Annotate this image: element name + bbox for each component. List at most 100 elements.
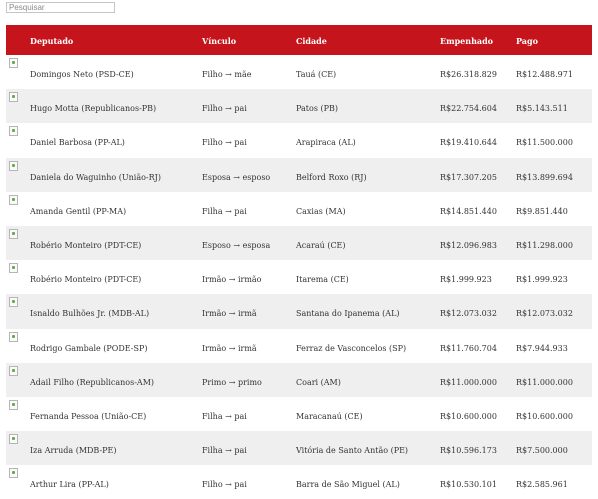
empenhado-cell: R$10.600.000: [440, 411, 497, 421]
pago-cell: R$1.999.923: [516, 275, 568, 285]
cidade-cell: Santana do Ipanema (AL): [296, 309, 400, 319]
broken-image-icon: [9, 160, 18, 171]
cidade-cell: Patos (PB): [296, 104, 338, 114]
table-row: Robério Monteiro (PDT-CE) Esposo → esposa…: [6, 225, 592, 261]
empenhado-cell: R$12.096.983: [440, 240, 497, 250]
table-row: Arthur Lira (PP-AL) Filho → pai Barra de S…: [6, 465, 592, 499]
empenhado-cell: R$19.410.644: [440, 138, 497, 148]
empenhado-cell: R$17.307.205: [440, 172, 497, 182]
header-vinculo[interactable]: Vínculo: [202, 36, 237, 46]
vinculo-cell: Filho → mãe: [202, 70, 252, 79]
pago-cell: R$2.585.961: [516, 480, 568, 490]
search-input[interactable]: Pesquisar: [6, 2, 115, 13]
cidade-cell: Arapiraca (AL): [296, 138, 356, 148]
empenhado-cell: R$10.530.101: [440, 480, 497, 490]
header-cidade[interactable]: Cidade: [296, 36, 327, 46]
broken-image-icon: [9, 365, 18, 376]
empenhado-cell: R$12.073.032: [440, 309, 497, 319]
broken-image-icon: [9, 92, 18, 103]
pago-cell: R$9.851.440: [516, 206, 568, 216]
table-row: Amanda Gentil (PP-MA) Filha → pai Caxias (…: [6, 192, 592, 226]
empenhado-cell: R$1.999.923: [440, 275, 492, 285]
table-row: Daniela do Waguinho (União-RJ) Esposa → e…: [6, 157, 592, 192]
pago-cell: R$11.298.000: [516, 240, 573, 250]
pago-cell: R$13.899.694: [516, 172, 573, 182]
table-row: Daniel Barbosa (PP-AL) Filho → pai Arapira…: [6, 123, 592, 157]
pago-cell: R$11.500.000: [516, 138, 573, 148]
header-empenhado[interactable]: Empenhado: [440, 36, 493, 46]
deputado-cell: Domingos Neto (PSD-CE): [30, 70, 134, 79]
empenhado-cell: R$11.000.000: [440, 377, 497, 387]
deputado-cell: Rodrigo Gambale (PODE-SP): [30, 343, 148, 353]
deputado-cell: Hugo Motta (Republicanos-PB): [30, 104, 157, 114]
broken-image-icon: [9, 228, 18, 239]
pago-cell: R$12.073.032: [516, 309, 573, 319]
table-row: Domingos Neto (PSD-CE) Filho → mãe Tauá (C…: [6, 55, 592, 89]
vinculo-cell: Esposo → esposa: [202, 240, 271, 250]
cidade-cell: Caxias (MA): [296, 206, 346, 216]
empenhado-cell: R$26.318.829: [440, 70, 497, 79]
vinculo-cell: Filha → pai: [202, 446, 247, 456]
vinculo-cell: Esposa → esposo: [202, 172, 271, 182]
deputado-cell: Fernanda Pessoa (União-CE): [30, 411, 147, 421]
deputado-cell: Robério Monteiro (PDT-CE): [30, 240, 142, 250]
broken-image-icon: [9, 297, 18, 308]
table-body: Domingos Neto (PSD-CE) Filho → mãe Tauá (C…: [6, 55, 592, 499]
vinculo-cell: Filho → pai: [202, 480, 247, 490]
vinculo-cell: Filha → pai: [202, 411, 247, 421]
header-deputado[interactable]: Deputado: [30, 36, 74, 46]
broken-image-icon: [9, 468, 18, 479]
broken-image-icon: [9, 263, 18, 274]
vinculo-cell: Filha → pai: [202, 206, 247, 216]
empenhado-cell: R$11.760.704: [440, 343, 497, 353]
table-row: Robério Monteiro (PDT-CE) Irmão → irmão It…: [6, 260, 592, 294]
broken-image-icon: [9, 126, 18, 137]
table-row: Hugo Motta (Republicanos-PB) Filho → pai P…: [6, 89, 592, 124]
vinculo-cell: Filho → pai: [202, 138, 247, 148]
vinculo-cell: Irmão → irmã: [202, 343, 257, 353]
deputado-cell: Daniel Barbosa (PP-AL): [30, 138, 125, 148]
deputado-cell: Amanda Gentil (PP-MA): [30, 206, 127, 216]
pago-cell: R$10.600.000: [516, 411, 573, 421]
table-row: Adail Filho (Republicanos-AM) Primo → pri…: [6, 362, 592, 397]
cidade-cell: Belford Roxo (RJ): [296, 172, 367, 182]
pago-cell: R$7.500.000: [516, 446, 568, 456]
table-header: Deputado Vínculo Cidade Empenhado Pago: [6, 25, 592, 55]
empenhado-cell: R$10.596.173: [440, 446, 497, 456]
pago-cell: R$5.143.511: [516, 104, 568, 114]
vinculo-cell: Filho → pai: [202, 104, 247, 114]
pago-cell: R$12.488.971: [516, 70, 573, 79]
broken-image-icon: [9, 331, 18, 342]
data-table: Deputado Vínculo Cidade Empenhado Pago D…: [6, 25, 592, 499]
empenhado-cell: R$22.754.604: [440, 104, 497, 114]
table-row: Rodrigo Gambale (PODE-SP) Irmão → irmã Fer…: [6, 329, 592, 363]
broken-image-icon: [9, 58, 18, 68]
deputado-cell: Daniela do Waguinho (União-RJ): [30, 172, 161, 182]
cidade-cell: Ferraz de Vasconcelos (SP): [296, 343, 407, 353]
cidade-cell: Maracanaú (CE): [296, 411, 363, 421]
deputado-cell: Iza Arruda (MDB-PE): [30, 446, 117, 456]
table-row: Fernanda Pessoa (União-CE) Filha → pai Mar…: [6, 397, 592, 431]
pago-cell: R$7.944.933: [516, 343, 568, 353]
table-row: Isnaldo Bulhões Jr. (MDB-AL) Irmão → irmã…: [6, 294, 592, 329]
broken-image-icon: [9, 194, 18, 205]
cidade-cell: Coari (AM): [296, 377, 341, 387]
cidade-cell: Vitória de Santo Antão (PE): [296, 446, 409, 456]
cidade-cell: Itarema (CE): [296, 275, 349, 285]
broken-image-icon: [9, 399, 18, 410]
header-pago[interactable]: Pago: [516, 36, 538, 46]
vinculo-cell: Irmão → irmã: [202, 309, 257, 319]
cidade-cell: Barra de São Miguel (AL): [296, 480, 400, 490]
pago-cell: R$11.000.000: [516, 377, 573, 387]
deputado-cell: Adail Filho (Republicanos-AM): [30, 377, 155, 387]
vinculo-cell: Irmão → irmão: [202, 275, 262, 285]
broken-image-icon: [9, 434, 18, 445]
empenhado-cell: R$14.851.440: [440, 206, 497, 216]
deputado-cell: Arthur Lira (PP-AL): [30, 480, 109, 490]
table-row: Iza Arruda (MDB-PE) Filha → pai Vitória de…: [6, 431, 592, 466]
deputado-cell: Isnaldo Bulhões Jr. (MDB-AL): [30, 309, 150, 319]
vinculo-cell: Primo → primo: [202, 377, 262, 387]
deputado-cell: Robério Monteiro (PDT-CE): [30, 275, 142, 285]
cidade-cell: Tauá (CE): [296, 70, 337, 79]
cidade-cell: Acaraú (CE): [296, 240, 346, 250]
